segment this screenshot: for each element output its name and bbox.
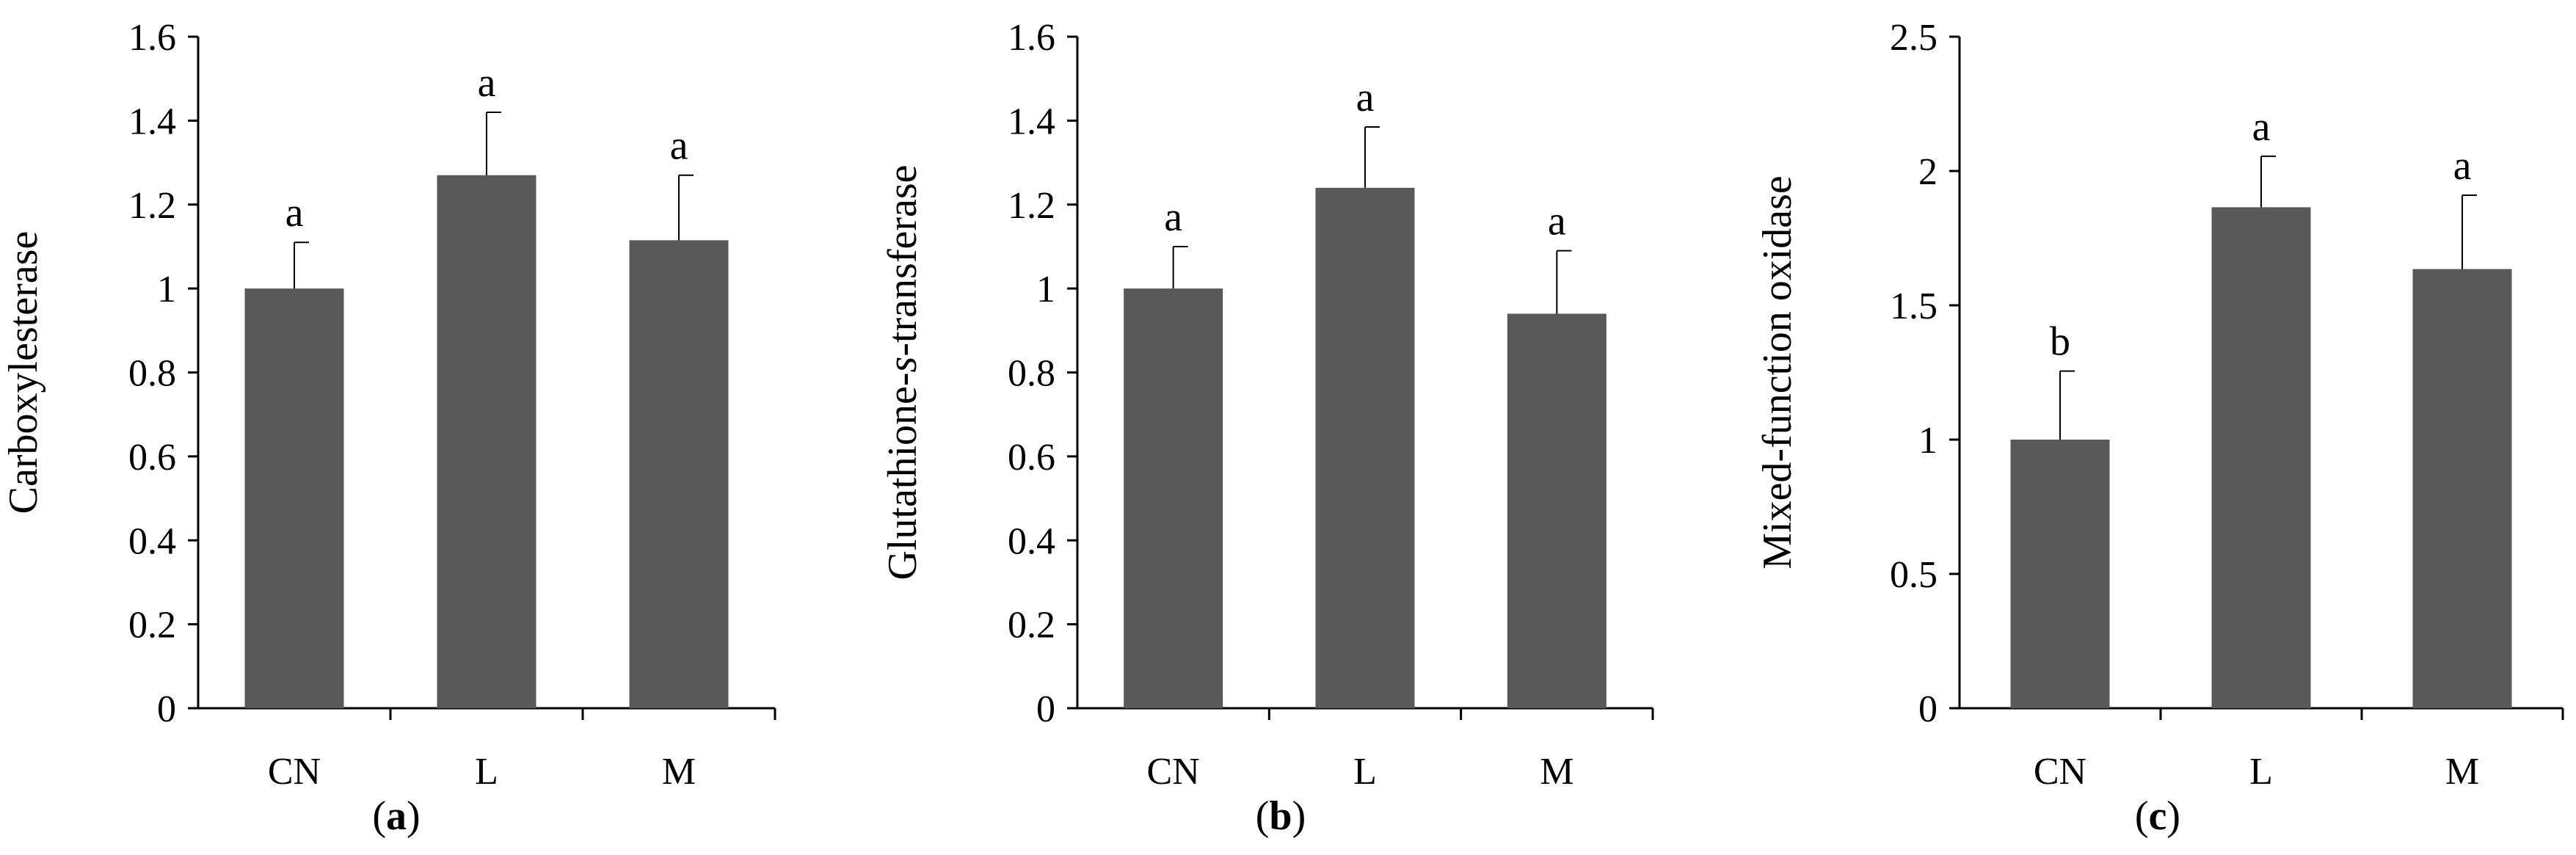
y-tick-label: 1.5 (1890, 285, 1938, 327)
x-tick-label: CN (268, 751, 321, 793)
bar-l (1315, 187, 1415, 708)
y-tick-label: 0.6 (1008, 437, 1055, 479)
panel-label: (b) (1256, 793, 1306, 839)
y-tick-label: 0 (1036, 688, 1055, 730)
x-tick-label: L (475, 751, 498, 793)
y-tick-label: 0.2 (1008, 605, 1055, 647)
y-tick-label: 2 (1918, 151, 1938, 193)
significance-letter: a (478, 60, 496, 106)
bar-cn (244, 288, 344, 708)
y-axis-title: Carboxylesterase (1, 231, 46, 514)
x-tick-label: M (2445, 751, 2479, 793)
significance-letter: a (2252, 104, 2271, 150)
y-tick-label: 1 (1036, 269, 1055, 310)
bar-m (1507, 313, 1607, 708)
panel-label: (c) (2135, 793, 2180, 839)
y-tick-label: 0.6 (128, 437, 176, 479)
x-tick-label: M (662, 751, 696, 793)
y-axis-title: Glutathione-s-transferase (880, 164, 925, 580)
y-tick-label: 0 (157, 688, 176, 730)
panel-b-glutathione-s-transferase: 0 0.2 0.4 0.6 0.8 1 1.2 1.4 1.6 a CN a La M Glutathion… (880, 17, 1654, 839)
bar-m (629, 240, 729, 708)
y-tick-label: 0 (1918, 688, 1938, 730)
bar-m (2412, 269, 2512, 709)
y-tick-label: 1.2 (1008, 185, 1055, 227)
significance-letter: a (1548, 199, 1566, 244)
significance-letter: b (2050, 319, 2070, 365)
significance-letter: a (285, 190, 304, 236)
x-tick-label: L (2249, 751, 2273, 793)
bar-cn (1124, 288, 1223, 708)
x-tick-label: CN (2034, 751, 2086, 793)
x-tick-label: L (1353, 751, 1377, 793)
y-tick-label: 1.4 (128, 101, 176, 142)
significance-letter: a (1164, 194, 1182, 240)
y-tick-label: 1.4 (1008, 101, 1055, 142)
y-tick-label: 0.8 (128, 353, 176, 395)
x-tick-label: CN (1147, 751, 1200, 793)
bar-l (2211, 207, 2311, 708)
panel-label: (a) (372, 793, 420, 839)
x-tick-label: M (1540, 751, 1573, 793)
y-tick-label: 1.2 (128, 185, 176, 227)
y-tick-label: 0.4 (128, 520, 176, 562)
y-tick-label: 2.5 (1890, 17, 1938, 59)
y-tick-label: 0.5 (1890, 554, 1938, 596)
y-tick-label: 0.2 (128, 605, 176, 647)
significance-letter: a (1356, 75, 1375, 120)
y-axis-title: Mixed-function oxidase (1755, 175, 1800, 570)
y-tick-label: 1.6 (1008, 17, 1055, 59)
bar-cn (2010, 440, 2110, 708)
bar-l (437, 175, 536, 708)
y-tick-label: 1 (1918, 420, 1938, 462)
significance-letter: a (2453, 143, 2472, 189)
y-tick-label: 1 (157, 269, 176, 310)
y-tick-label: 0.8 (1008, 353, 1055, 395)
panel-c-mixed-function-oxidase: 0 0.5 1 1.5 2 2.5 b CN a La M Mixed-function oxidas… (1755, 17, 2564, 839)
y-tick-label: 0.4 (1008, 520, 1055, 562)
significance-letter: a (670, 123, 688, 169)
panel-a-carboxylesterase: 0 0.2 0.4 0.6 0.8 1 1.2 1.4 1.6 a CN a La M Carboxyles… (1, 17, 776, 839)
y-tick-label: 1.6 (128, 17, 176, 59)
